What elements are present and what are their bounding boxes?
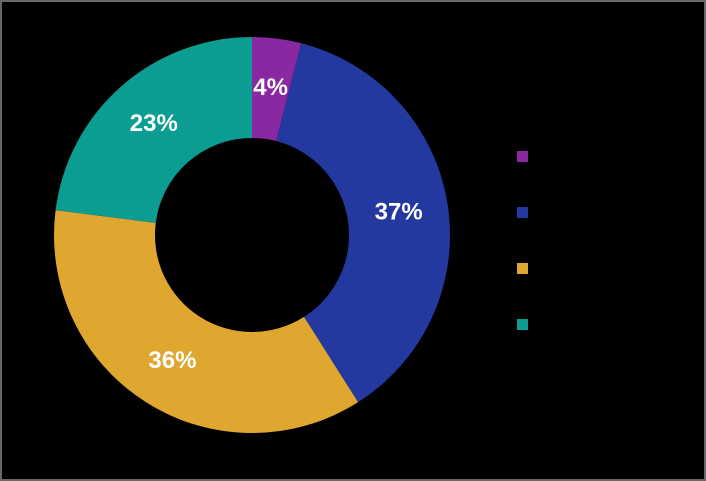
pie-slice-blue-slice (276, 43, 451, 403)
slice-data-label-blue-slice: 37% (375, 198, 423, 225)
legend-item-gold-slice (517, 263, 536, 274)
legend-item-purple-slice (517, 151, 536, 162)
slice-data-label-purple-slice: 4% (253, 74, 288, 101)
legend-item-blue-slice (517, 207, 536, 218)
chart-legend (517, 151, 536, 330)
legend-marker-teal-slice (517, 319, 528, 330)
legend-marker-purple-slice (517, 151, 528, 162)
pie-slice-purple-slice (252, 37, 302, 142)
legend-marker-blue-slice (517, 207, 528, 218)
pie-slice-gold-slice (53, 210, 359, 434)
slice-data-label-gold-slice: 36% (148, 347, 196, 374)
pie-slice-teal-slice (55, 37, 252, 223)
legend-marker-gold-slice (517, 263, 528, 274)
slice-data-label-teal-slice: 23% (130, 110, 178, 137)
legend-item-teal-slice (517, 319, 536, 330)
